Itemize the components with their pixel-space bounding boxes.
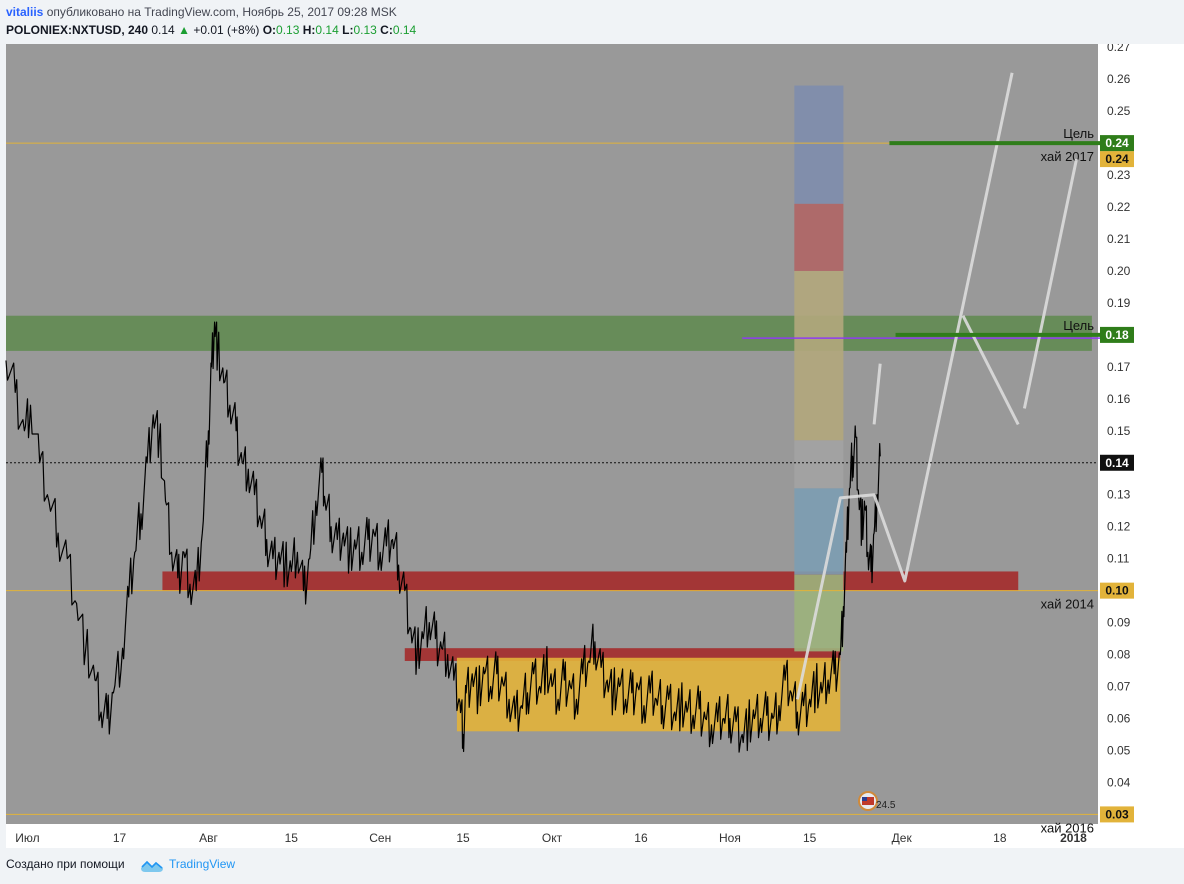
fib-blocks-layer bbox=[794, 85, 844, 652]
price-badge bbox=[1100, 454, 1134, 471]
level-label: хай 2014 bbox=[1041, 597, 1094, 612]
y-tick-label: 0.13 bbox=[1107, 488, 1131, 502]
price-badge-text: 0.14 bbox=[1105, 456, 1129, 470]
x-tick-label: 17 bbox=[113, 831, 127, 845]
y-tick-label: 0.22 bbox=[1107, 200, 1131, 214]
fib-block bbox=[794, 203, 844, 271]
y-tick-label: 0.15 bbox=[1107, 424, 1131, 438]
tradingview-link[interactable]: TradingView bbox=[169, 857, 236, 871]
x-tick-label: Сен bbox=[369, 831, 391, 845]
axis-badges-layer: 0.24 0.10 0.03 0.24 0.18 0.14 bbox=[1100, 135, 1134, 823]
price-badge-text: 0.18 bbox=[1105, 328, 1129, 342]
y-tick-label: 0.26 bbox=[1107, 72, 1131, 86]
footer: Создано при помощи TradingView bbox=[0, 848, 1184, 884]
publish-text: опубликовано на TradingView.com, Ноябрь … bbox=[46, 5, 397, 19]
tradingview-logo-icon[interactable] bbox=[139, 856, 165, 874]
x-tick-label: Июл bbox=[15, 831, 39, 845]
x-tick-label: 15 bbox=[803, 831, 817, 845]
high-value: 0.14 bbox=[315, 23, 339, 37]
open-label: O: bbox=[262, 23, 277, 37]
x-tick-label: 15 bbox=[285, 831, 299, 845]
symbol-info: POLONIEX:NXTUSD, 240 0.14 ▲ +0.01 (+8%) … bbox=[6, 23, 416, 37]
created-with-text: Создано при помощи bbox=[6, 857, 125, 871]
x-tick-label: Дек bbox=[892, 831, 913, 845]
fib-block bbox=[794, 270, 844, 441]
price-badge-text: 0.24 bbox=[1105, 136, 1129, 150]
target-label: Цель bbox=[1063, 126, 1094, 141]
x-tick-label: 16 bbox=[634, 831, 648, 845]
level-label: хай 2016 bbox=[1041, 820, 1094, 835]
fib-block bbox=[794, 574, 844, 652]
projection-line bbox=[1022, 158, 1078, 409]
change-up-icon: ▲ bbox=[178, 23, 190, 37]
flag-canton bbox=[862, 797, 867, 801]
y-tick-label: 0.16 bbox=[1107, 392, 1131, 406]
y-tick-label: 0.11 bbox=[1107, 552, 1130, 566]
level-label: хай 2017 bbox=[1041, 149, 1094, 164]
high-label: H: bbox=[302, 23, 316, 37]
time-axis bbox=[6, 824, 1098, 848]
price-badge bbox=[1100, 326, 1134, 343]
x-tick-label: 2018 bbox=[1060, 831, 1087, 845]
price-badge bbox=[1100, 806, 1134, 823]
y-tick-label: 0.17 bbox=[1107, 360, 1131, 374]
y-tick-label: 0.23 bbox=[1107, 168, 1131, 182]
x-tick-label: 15 bbox=[456, 831, 470, 845]
volume-marker: 24.5 bbox=[876, 800, 896, 811]
x-tick-label: 18 bbox=[993, 831, 1007, 845]
y-tick-label: 0.08 bbox=[1107, 648, 1131, 662]
fib-block bbox=[794, 85, 844, 204]
y-tick-label: 0.09 bbox=[1107, 616, 1131, 630]
target-label: Цель bbox=[1063, 318, 1094, 333]
red-zone bbox=[162, 571, 1019, 591]
price-badge bbox=[1100, 151, 1134, 168]
chart-header: vitaliis опубликовано на TradingView.com… bbox=[0, 0, 1184, 44]
y-tick-label: 0.05 bbox=[1107, 743, 1131, 757]
x-tick-label: Ноя bbox=[719, 831, 741, 845]
price-badge bbox=[1100, 582, 1134, 599]
y-tick-label: 0.20 bbox=[1107, 264, 1131, 278]
y-tick-label: 0.21 bbox=[1107, 232, 1131, 246]
fib-block bbox=[794, 440, 844, 489]
x-tick-label: Авг bbox=[199, 831, 218, 845]
logo-line bbox=[141, 860, 163, 869]
symbol-name[interactable]: POLONIEX:NXTUSD, 240 bbox=[6, 23, 149, 37]
y-tick-label: 0.06 bbox=[1107, 712, 1131, 726]
last-price: 0.14 bbox=[151, 23, 175, 37]
y-tick-label: 0.07 bbox=[1107, 680, 1131, 694]
price-badge bbox=[1100, 135, 1134, 152]
low-value: 0.13 bbox=[353, 23, 377, 37]
author-link[interactable]: vitaliis bbox=[6, 5, 44, 19]
red-zone bbox=[404, 648, 841, 661]
projection-line bbox=[872, 363, 882, 425]
y-tick-label: 0.25 bbox=[1107, 104, 1131, 118]
price-badge-text: 0.24 bbox=[1105, 152, 1129, 166]
y-tick-label: 0.27 bbox=[1107, 44, 1131, 54]
x-axis-ticks: Июл 17 Авг 15 Сен 15 Окт 16 Ноя 15 Дек 18 2018 bbox=[15, 831, 1087, 845]
y-tick-label: 0.12 bbox=[1107, 520, 1131, 534]
price-badge-text: 0.10 bbox=[1105, 584, 1129, 598]
x-tick-label: Окт bbox=[542, 831, 563, 845]
publish-info: vitaliis опубликовано на TradingView.com… bbox=[6, 5, 397, 19]
price-badge-text: 0.03 bbox=[1105, 807, 1129, 821]
y-tick-label: 0.19 bbox=[1107, 296, 1131, 310]
close-value: 0.14 bbox=[392, 23, 417, 37]
fib-block bbox=[794, 488, 844, 575]
open-value: 0.13 bbox=[276, 23, 300, 37]
yellow-zone bbox=[456, 657, 841, 732]
close-label: C: bbox=[380, 23, 393, 37]
us-flag-icon[interactable] bbox=[858, 791, 878, 811]
price-line bbox=[5, 321, 881, 753]
price-axis bbox=[1098, 44, 1184, 848]
projection-line bbox=[795, 72, 1014, 700]
price-change: +0.01 (+8%) bbox=[193, 23, 260, 37]
y-tick-label: 0.04 bbox=[1107, 775, 1131, 789]
price-series-layer bbox=[5, 321, 881, 753]
targets-layer: Цель Цель bbox=[889, 126, 1117, 337]
low-label: L: bbox=[342, 23, 354, 37]
flag-stripes bbox=[862, 797, 874, 805]
